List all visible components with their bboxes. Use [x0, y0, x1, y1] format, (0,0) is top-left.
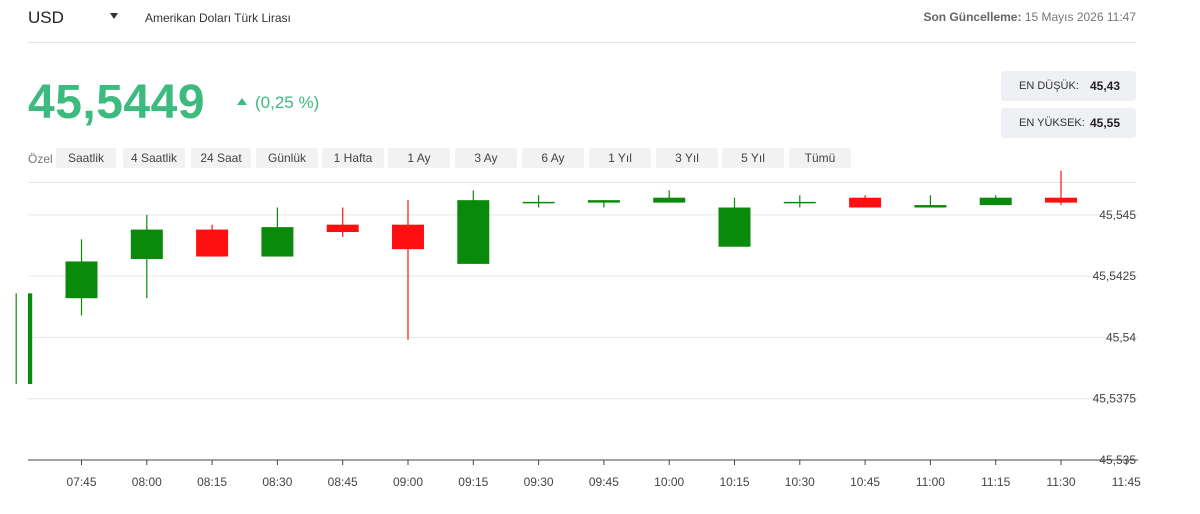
- candle-body: [849, 197, 882, 208]
- x-tick-label: 10:30: [785, 475, 815, 489]
- low-label: EN DÜŞÜK:: [1019, 80, 1079, 92]
- x-tick-label: 11:30: [1046, 475, 1075, 489]
- period-button-1-hafta[interactable]: 1 Hafta: [322, 148, 384, 168]
- currency-code: USD: [28, 8, 64, 27]
- candle-body: [130, 229, 163, 259]
- x-tick-label: 08:45: [328, 475, 358, 489]
- last-updated: Son Güncelleme: 15 Mayıs 2026 11:47: [923, 10, 1136, 24]
- candle-body: [587, 200, 620, 203]
- candle-body: [196, 229, 229, 257]
- section-divider: [28, 182, 1136, 183]
- daily-high-box: EN YÜKSEK: 45,55: [1001, 108, 1136, 138]
- candle-body: [28, 293, 33, 385]
- period-button-24-saat[interactable]: 24 Saat: [191, 148, 251, 168]
- x-tick-label: 11:45: [1112, 475, 1141, 489]
- period-button-6-ay[interactable]: 6 Ay: [522, 148, 584, 168]
- high-value: 45,55: [1089, 116, 1120, 130]
- price-change: (0,25 %): [237, 93, 319, 113]
- pair-name: Amerikan Doları Türk Lirası: [145, 11, 291, 25]
- candle-body: [1045, 197, 1077, 203]
- x-tick-label: 08:15: [197, 475, 227, 489]
- candle-body: [653, 197, 686, 203]
- high-label: EN YÜKSEK:: [1019, 117, 1085, 129]
- period-button-4-saatlik[interactable]: 4 Saatlik: [123, 148, 185, 168]
- period-button-1-ay[interactable]: 1 Ay: [388, 148, 450, 168]
- x-tick-label: 11:00: [916, 475, 945, 489]
- candle-body: [914, 205, 947, 208]
- arrow-up-icon: [237, 98, 247, 105]
- x-tick-label: 10:45: [850, 475, 880, 489]
- custom-period-label[interactable]: Özel: [28, 152, 53, 166]
- period-button-3-yil[interactable]: 3 Yıl: [656, 148, 718, 168]
- candle-body: [718, 207, 751, 247]
- x-tick-label: 09:15: [458, 475, 488, 489]
- y-tick-label: 45,5375: [1093, 392, 1137, 406]
- candle-body: [392, 224, 424, 250]
- daily-low-box: EN DÜŞÜK: 45,43: [1001, 71, 1136, 101]
- x-tick-label: 09:30: [524, 475, 554, 489]
- x-tick-label: 10:15: [719, 475, 749, 489]
- period-button-saatlik[interactable]: Saatlik: [56, 148, 116, 168]
- current-price: 45,5449: [28, 76, 206, 129]
- updated-label: Son Güncelleme:: [923, 10, 1022, 24]
- period-button-tumu[interactable]: Tümü: [789, 148, 851, 168]
- x-tick-label: 10:00: [654, 475, 684, 489]
- change-percent: (0,25 %): [255, 93, 320, 112]
- updated-value: 15 Mayıs 2026 11:47: [1024, 10, 1136, 24]
- candle-body: [979, 197, 1012, 206]
- candle-body: [783, 201, 816, 204]
- candle-body: [457, 200, 490, 264]
- x-tick-label: 08:30: [262, 475, 292, 489]
- candle-body: [326, 224, 359, 233]
- period-button-gunluk[interactable]: Günlük: [256, 148, 318, 168]
- period-button-1-yil[interactable]: 1 Yıl: [589, 148, 651, 168]
- x-tick-label: 07:45: [66, 475, 96, 489]
- header-bar: USD Amerikan Doları Türk Lirası Son Günc…: [28, 0, 1136, 43]
- candle-body: [261, 227, 294, 257]
- y-tick-label: 45,5425: [1093, 269, 1137, 283]
- x-tick-label: 09:45: [589, 475, 619, 489]
- y-tick-label: 45,545: [1099, 208, 1136, 222]
- candle-body: [522, 201, 555, 204]
- x-tick-label: 08:00: [132, 475, 162, 489]
- x-tick-label: 09:00: [393, 475, 423, 489]
- low-value: 45,43: [1089, 79, 1120, 93]
- y-tick-label: 45,54: [1106, 330, 1136, 344]
- period-button-5-yil[interactable]: 5 Yıl: [722, 148, 784, 168]
- candle-body: [65, 261, 98, 299]
- caret-down-icon[interactable]: [110, 13, 118, 19]
- period-button-3-ay[interactable]: 3 Ay: [455, 148, 517, 168]
- x-tick-label: 11:15: [981, 475, 1010, 489]
